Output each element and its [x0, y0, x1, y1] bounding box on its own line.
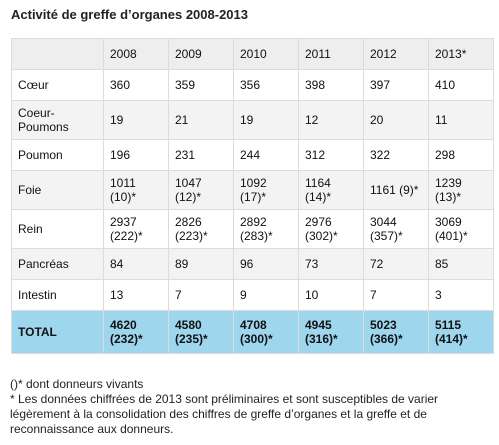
table-cell: 1161 (9)* [363, 170, 429, 210]
table-row: Cœur 360 359 356 398 397 410 [11, 69, 494, 101]
table-cell: 397 [363, 69, 429, 101]
table-cell: 2826 (223)* [168, 209, 234, 249]
organ-transplant-table: 2008 2009 2010 2011 2012 2013* Cœur 360 359 356 39… [11, 38, 494, 354]
header-cell-year: 2011 [298, 38, 364, 70]
row-label-cell: Poumon [11, 139, 104, 171]
row-label-cell: Pancréas [11, 248, 104, 280]
table-cell: 89 [168, 248, 234, 280]
table-cell: 21 [168, 100, 234, 140]
table-cell: 3044 (357)* [363, 209, 429, 249]
table-cell: 359 [168, 69, 234, 101]
table-total-row: TOTAL 4620 (232)* 4580 (235)* 4708 (300)* 4945(… [11, 310, 494, 354]
table-cell: 322 [363, 139, 429, 171]
header-cell-year: 2009 [168, 38, 234, 70]
table-cell: 73 [298, 248, 364, 280]
table-row: Coeur- Poumons 19 21 19 12 20 11 [11, 100, 494, 140]
table-cell: 1239 (13)* [428, 170, 494, 210]
total-cell: 4945 (316)* [298, 310, 364, 354]
table-cell: 2976 (302)* [298, 209, 364, 249]
row-label-cell: Cœur [11, 69, 104, 101]
row-label-cell: Foie [11, 170, 104, 210]
total-label-cell: TOTAL [11, 310, 104, 354]
table-cell: 1047 (12)* [168, 170, 234, 210]
table-cell: 2937 (222)* [103, 209, 169, 249]
total-cell: 5023 (366)* [363, 310, 429, 354]
footnote-preliminary-2013: * Les données chiffrées de 2013 sont pré… [10, 392, 439, 436]
table-cell: 410 [428, 69, 494, 101]
table-cell: 7 [363, 279, 429, 311]
table-cell: 1164 (14)* [298, 170, 364, 210]
table-cell: 1092 (17)* [233, 170, 299, 210]
total-cell: 4580 (235)* [168, 310, 234, 354]
table-cell: 3069 (401)* [428, 209, 494, 249]
header-cell-year: 2013* [428, 38, 494, 70]
row-label-cell: Intestin [11, 279, 104, 311]
header-corner-cell [11, 38, 104, 70]
table-cell: 10 [298, 279, 364, 311]
table-cell: 72 [363, 248, 429, 280]
table-header-row: 2008 2009 2010 2011 2012 2013* [11, 38, 494, 70]
header-cell-year: 2008 [103, 38, 169, 70]
table-row: Intestin 13 7 9 10 7 3 [11, 279, 494, 311]
table-cell: 298 [428, 139, 494, 171]
row-label-cell: Rein [11, 209, 104, 249]
total-cell: 4708 (300)* [233, 310, 299, 354]
table-row: Poumon 196 231 244 312 322 298 [11, 139, 494, 171]
table-cell: 196 [103, 139, 169, 171]
total-cell: 4620 (232)* [103, 310, 169, 354]
table-cell: 19 [103, 100, 169, 140]
table-cell: 19 [233, 100, 299, 140]
page-title: Activité de greffe d’organes 2008-2013 [11, 7, 248, 22]
header-cell-year: 2010 [233, 38, 299, 70]
table-cell: 13 [103, 279, 169, 311]
table-cell: 7 [168, 279, 234, 311]
header-cell-year: 2012 [363, 38, 429, 70]
table-cell: 1011 (10)* [103, 170, 169, 210]
table-cell: 20 [363, 100, 429, 140]
footnote-living-donors: ()* dont donneurs vivants [10, 377, 144, 391]
table-cell: 312 [298, 139, 364, 171]
table-cell: 231 [168, 139, 234, 171]
table-row: Pancréas 84 89 96 73 72 85 [11, 248, 494, 280]
table-cell: 12 [298, 100, 364, 140]
table-cell: 84 [103, 248, 169, 280]
table-cell: 3 [428, 279, 494, 311]
table-cell: 2892 (283)* [233, 209, 299, 249]
row-label-cell: Coeur- Poumons [11, 100, 104, 140]
table-cell: 9 [233, 279, 299, 311]
table-cell: 96 [233, 248, 299, 280]
table-cell: 360 [103, 69, 169, 101]
footnotes: ()* dont donneurs vivants * Les données … [10, 377, 492, 437]
total-cell: 5115 (414)* [428, 310, 494, 354]
table-row: Foie 1011 (10)* 1047 (12)* 1092 (17)* 1164 (14)*… [11, 170, 494, 210]
table-row: Rein 2937 (222)* 2826 (223)* 2892 (283)* 2976 (3… [11, 209, 494, 249]
table-cell: 398 [298, 69, 364, 101]
table-cell: 85 [428, 248, 494, 280]
table-cell: 356 [233, 69, 299, 101]
table-cell: 11 [428, 100, 494, 140]
table-cell: 244 [233, 139, 299, 171]
